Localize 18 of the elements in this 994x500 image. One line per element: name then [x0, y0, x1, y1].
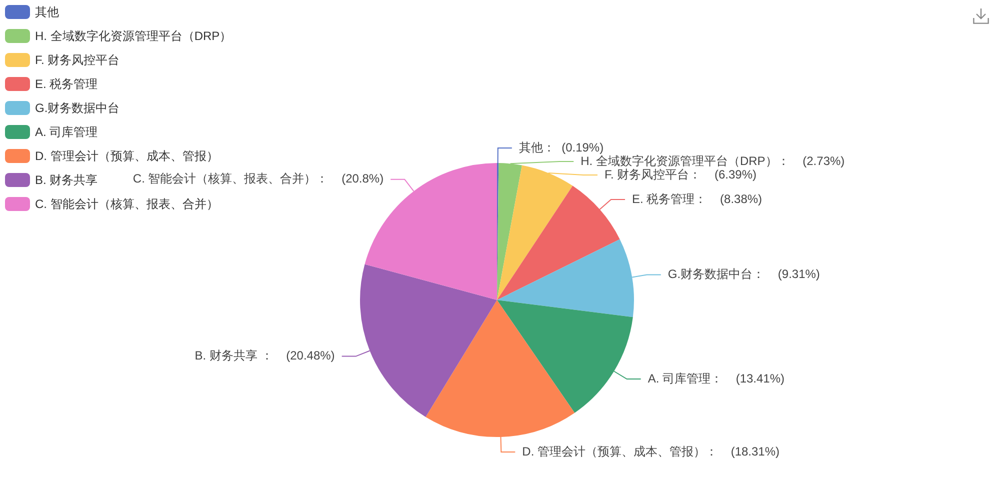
- legend-label: H. 全域数字化资源管理平台（DRP）: [35, 28, 232, 43]
- data-label: 其他： (0.19%): [518, 140, 604, 154]
- data-label: F. 财务风控平台： (6.39%): [604, 167, 757, 182]
- legend-label: 其他: [35, 4, 59, 19]
- data-label: E. 税务管理： (8.38%): [632, 192, 762, 206]
- data-label: D. 管理会计（预算、成本、管报）： (18.31%): [522, 444, 780, 458]
- data-label: G.财务数据中台： (9.31%): [668, 267, 820, 282]
- data-label: H. 全域数字化资源管理平台（DRP）： (2.73%): [580, 154, 845, 168]
- legend-label: A. 司库管理: [35, 124, 98, 139]
- legend-label: F. 财务风控平台: [35, 52, 120, 67]
- legend-label: D. 管理会计（预算、成本、管报）: [35, 148, 218, 163]
- legend-label: E. 税务管理: [35, 76, 98, 91]
- legend-label: C. 智能会计（核算、报表、合并）: [35, 196, 218, 211]
- legend-label: B. 财务共享: [35, 172, 98, 187]
- legend-label: G.财务数据中台: [35, 100, 120, 115]
- data-label: B. 财务共享 ： (20.48%): [194, 348, 335, 363]
- data-label: C. 智能会计（核算、报表、合并）： (20.8%): [132, 172, 384, 186]
- data-label: A. 司库管理： (13.41%): [648, 371, 785, 386]
